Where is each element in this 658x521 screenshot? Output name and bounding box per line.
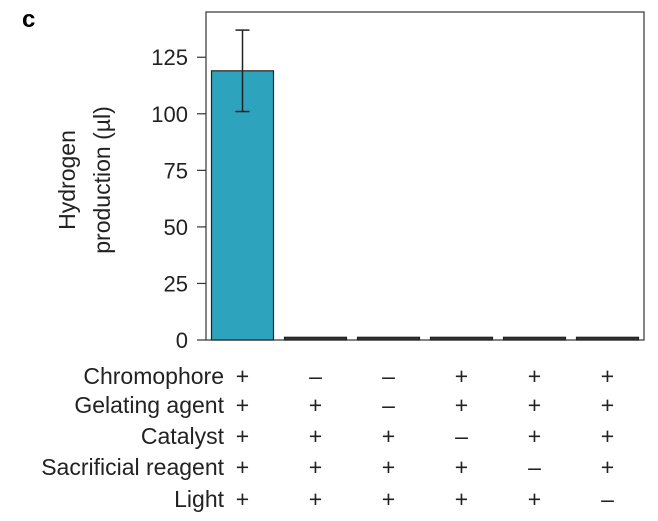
bar-5 — [575, 336, 640, 341]
condition-mark-4-4: + — [528, 486, 541, 512]
condition-mark-4-5: – — [601, 486, 614, 512]
condition-label-3: Sacrificial reagent — [41, 454, 224, 480]
condition-mark-2-1: + — [309, 423, 322, 449]
condition-mark-2-3: – — [455, 423, 468, 449]
condition-label-1: Gelating agent — [74, 392, 224, 418]
condition-mark-3-4: – — [528, 454, 541, 480]
y-tick-label-3: 75 — [164, 158, 188, 183]
condition-mark-3-2: + — [382, 454, 395, 480]
y-tick-label-0: 0 — [176, 328, 188, 353]
condition-mark-0-4: + — [528, 363, 541, 389]
condition-mark-2-2: + — [382, 423, 395, 449]
bar-1 — [283, 336, 348, 341]
plot-area: 0 25 50 75 100 125 — [151, 11, 645, 353]
y-axis-title-line-1: Hydrogen — [54, 130, 80, 230]
condition-mark-0-3: + — [455, 363, 468, 389]
condition-label-4: Light — [174, 486, 224, 512]
condition-mark-1-0: + — [236, 392, 249, 418]
condition-mark-1-3: + — [455, 392, 468, 418]
condition-mark-1-4: + — [528, 392, 541, 418]
condition-mark-0-5: + — [601, 363, 614, 389]
condition-mark-3-5: + — [601, 454, 614, 480]
y-axis-title-line-2: production (µl) — [89, 106, 115, 253]
condition-mark-4-0: + — [236, 486, 249, 512]
condition-mark-0-0: + — [236, 363, 249, 389]
condition-mark-2-0: + — [236, 423, 249, 449]
condition-table: Chromophore + – – + + + Gelating agent + + – + + + Cat… — [41, 363, 614, 512]
y-tick-label-2: 50 — [164, 215, 188, 240]
condition-mark-1-5: + — [601, 392, 614, 418]
condition-mark-4-3: + — [455, 486, 468, 512]
condition-mark-3-3: + — [455, 454, 468, 480]
bar-2 — [356, 336, 421, 341]
condition-mark-0-1: – — [309, 363, 322, 389]
condition-mark-2-5: + — [601, 423, 614, 449]
y-tick-label-5: 125 — [151, 45, 188, 70]
condition-mark-0-2: – — [382, 363, 395, 389]
condition-mark-1-1: + — [309, 392, 322, 418]
panel-label: c — [22, 6, 35, 33]
condition-mark-4-1: + — [309, 486, 322, 512]
condition-label-0: Chromophore — [83, 363, 224, 389]
bar-3 — [429, 336, 494, 341]
condition-mark-1-2: – — [382, 392, 395, 418]
y-axis-title: Hydrogen production (µl) — [54, 106, 115, 253]
condition-mark-3-1: + — [309, 454, 322, 480]
y-tick-label-1: 25 — [164, 271, 188, 296]
condition-mark-2-4: + — [528, 423, 541, 449]
condition-label-2: Catalyst — [141, 423, 225, 449]
condition-mark-3-0: + — [236, 454, 249, 480]
condition-mark-4-2: + — [382, 486, 395, 512]
bar-4 — [502, 336, 567, 341]
plot-frame — [205, 11, 645, 341]
y-tick-label-4: 100 — [151, 102, 188, 127]
